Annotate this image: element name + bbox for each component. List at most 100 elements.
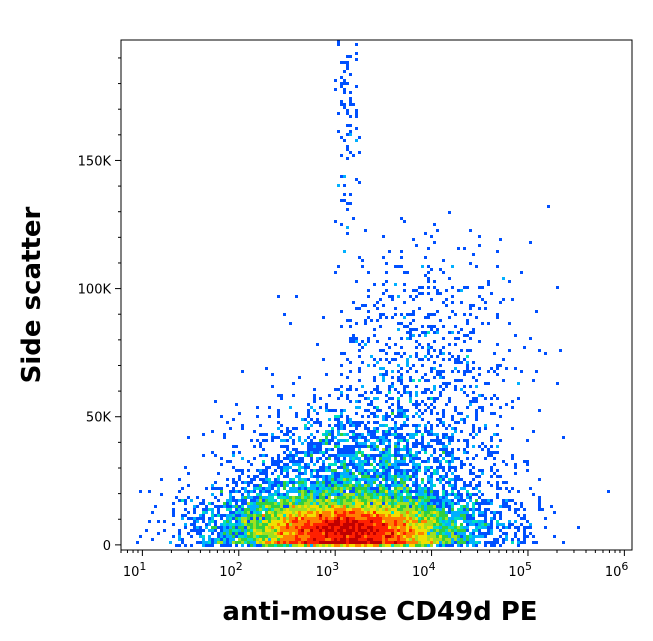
density-point [328, 523, 331, 526]
density-point [484, 511, 487, 514]
density-point [220, 415, 223, 418]
density-point [316, 544, 319, 547]
density-point [349, 487, 352, 490]
density-point [238, 514, 241, 517]
density-point [451, 433, 454, 436]
density-point [157, 520, 160, 523]
density-point [433, 469, 436, 472]
density-point [283, 502, 286, 505]
density-point [472, 331, 475, 334]
density-point [322, 484, 325, 487]
density-point [202, 514, 205, 517]
density-point [328, 541, 331, 544]
density-point [379, 424, 382, 427]
density-point [313, 475, 316, 478]
density-point [310, 538, 313, 541]
density-point [361, 523, 364, 526]
density-point [373, 541, 376, 544]
density-point [457, 508, 460, 511]
density-point [439, 418, 442, 421]
density-point [211, 520, 214, 523]
density-point [361, 529, 364, 532]
density-point [355, 139, 358, 142]
density-point [475, 265, 478, 268]
density-point [373, 376, 376, 379]
density-point [499, 301, 502, 304]
density-point [265, 454, 268, 457]
density-point [463, 340, 466, 343]
density-point [331, 433, 334, 436]
density-point [220, 487, 223, 490]
density-point [343, 508, 346, 511]
density-point [517, 514, 520, 517]
density-point [379, 496, 382, 499]
density-point [187, 484, 190, 487]
density-point [346, 208, 349, 211]
density-point [439, 526, 442, 529]
density-point [364, 541, 367, 544]
density-point [295, 523, 298, 526]
density-point [253, 511, 256, 514]
density-point [394, 511, 397, 514]
density-point [235, 544, 238, 547]
density-point [412, 364, 415, 367]
density-point [469, 400, 472, 403]
density-point [406, 544, 409, 547]
density-point [385, 448, 388, 451]
density-point [292, 463, 295, 466]
density-point [475, 529, 478, 532]
density-point [355, 514, 358, 517]
density-point [472, 535, 475, 538]
density-point [367, 364, 370, 367]
density-point [379, 313, 382, 316]
density-point [241, 487, 244, 490]
density-point [205, 508, 208, 511]
density-point [271, 514, 274, 517]
density-point [268, 505, 271, 508]
density-point [316, 451, 319, 454]
density-point [280, 481, 283, 484]
density-point [253, 538, 256, 541]
density-point [457, 439, 460, 442]
density-point [358, 508, 361, 511]
density-point [355, 481, 358, 484]
density-point [259, 484, 262, 487]
density-point [424, 538, 427, 541]
density-point [343, 472, 346, 475]
density-point [457, 544, 460, 547]
density-point [421, 442, 424, 445]
density-point [304, 511, 307, 514]
density-point [346, 433, 349, 436]
density-point [472, 538, 475, 541]
y-axis-title: Side scatter [17, 206, 47, 383]
density-point [391, 511, 394, 514]
density-point [454, 466, 457, 469]
density-point [202, 544, 205, 547]
density-point [472, 304, 475, 307]
density-point [370, 319, 373, 322]
density-point [253, 514, 256, 517]
density-point [295, 496, 298, 499]
density-point [442, 532, 445, 535]
density-point [433, 433, 436, 436]
density-point [469, 313, 472, 316]
density-point [352, 475, 355, 478]
density-point [403, 352, 406, 355]
density-point [436, 472, 439, 475]
density-point [262, 520, 265, 523]
density-point [490, 502, 493, 505]
density-point [337, 544, 340, 547]
density-point [325, 430, 328, 433]
density-point [415, 370, 418, 373]
density-point [244, 532, 247, 535]
density-point [436, 370, 439, 373]
density-point [340, 514, 343, 517]
density-point [403, 289, 406, 292]
density-point [415, 391, 418, 394]
density-point [316, 499, 319, 502]
density-point [469, 370, 472, 373]
density-point [367, 484, 370, 487]
density-point [409, 433, 412, 436]
density-point [388, 427, 391, 430]
density-point [349, 451, 352, 454]
